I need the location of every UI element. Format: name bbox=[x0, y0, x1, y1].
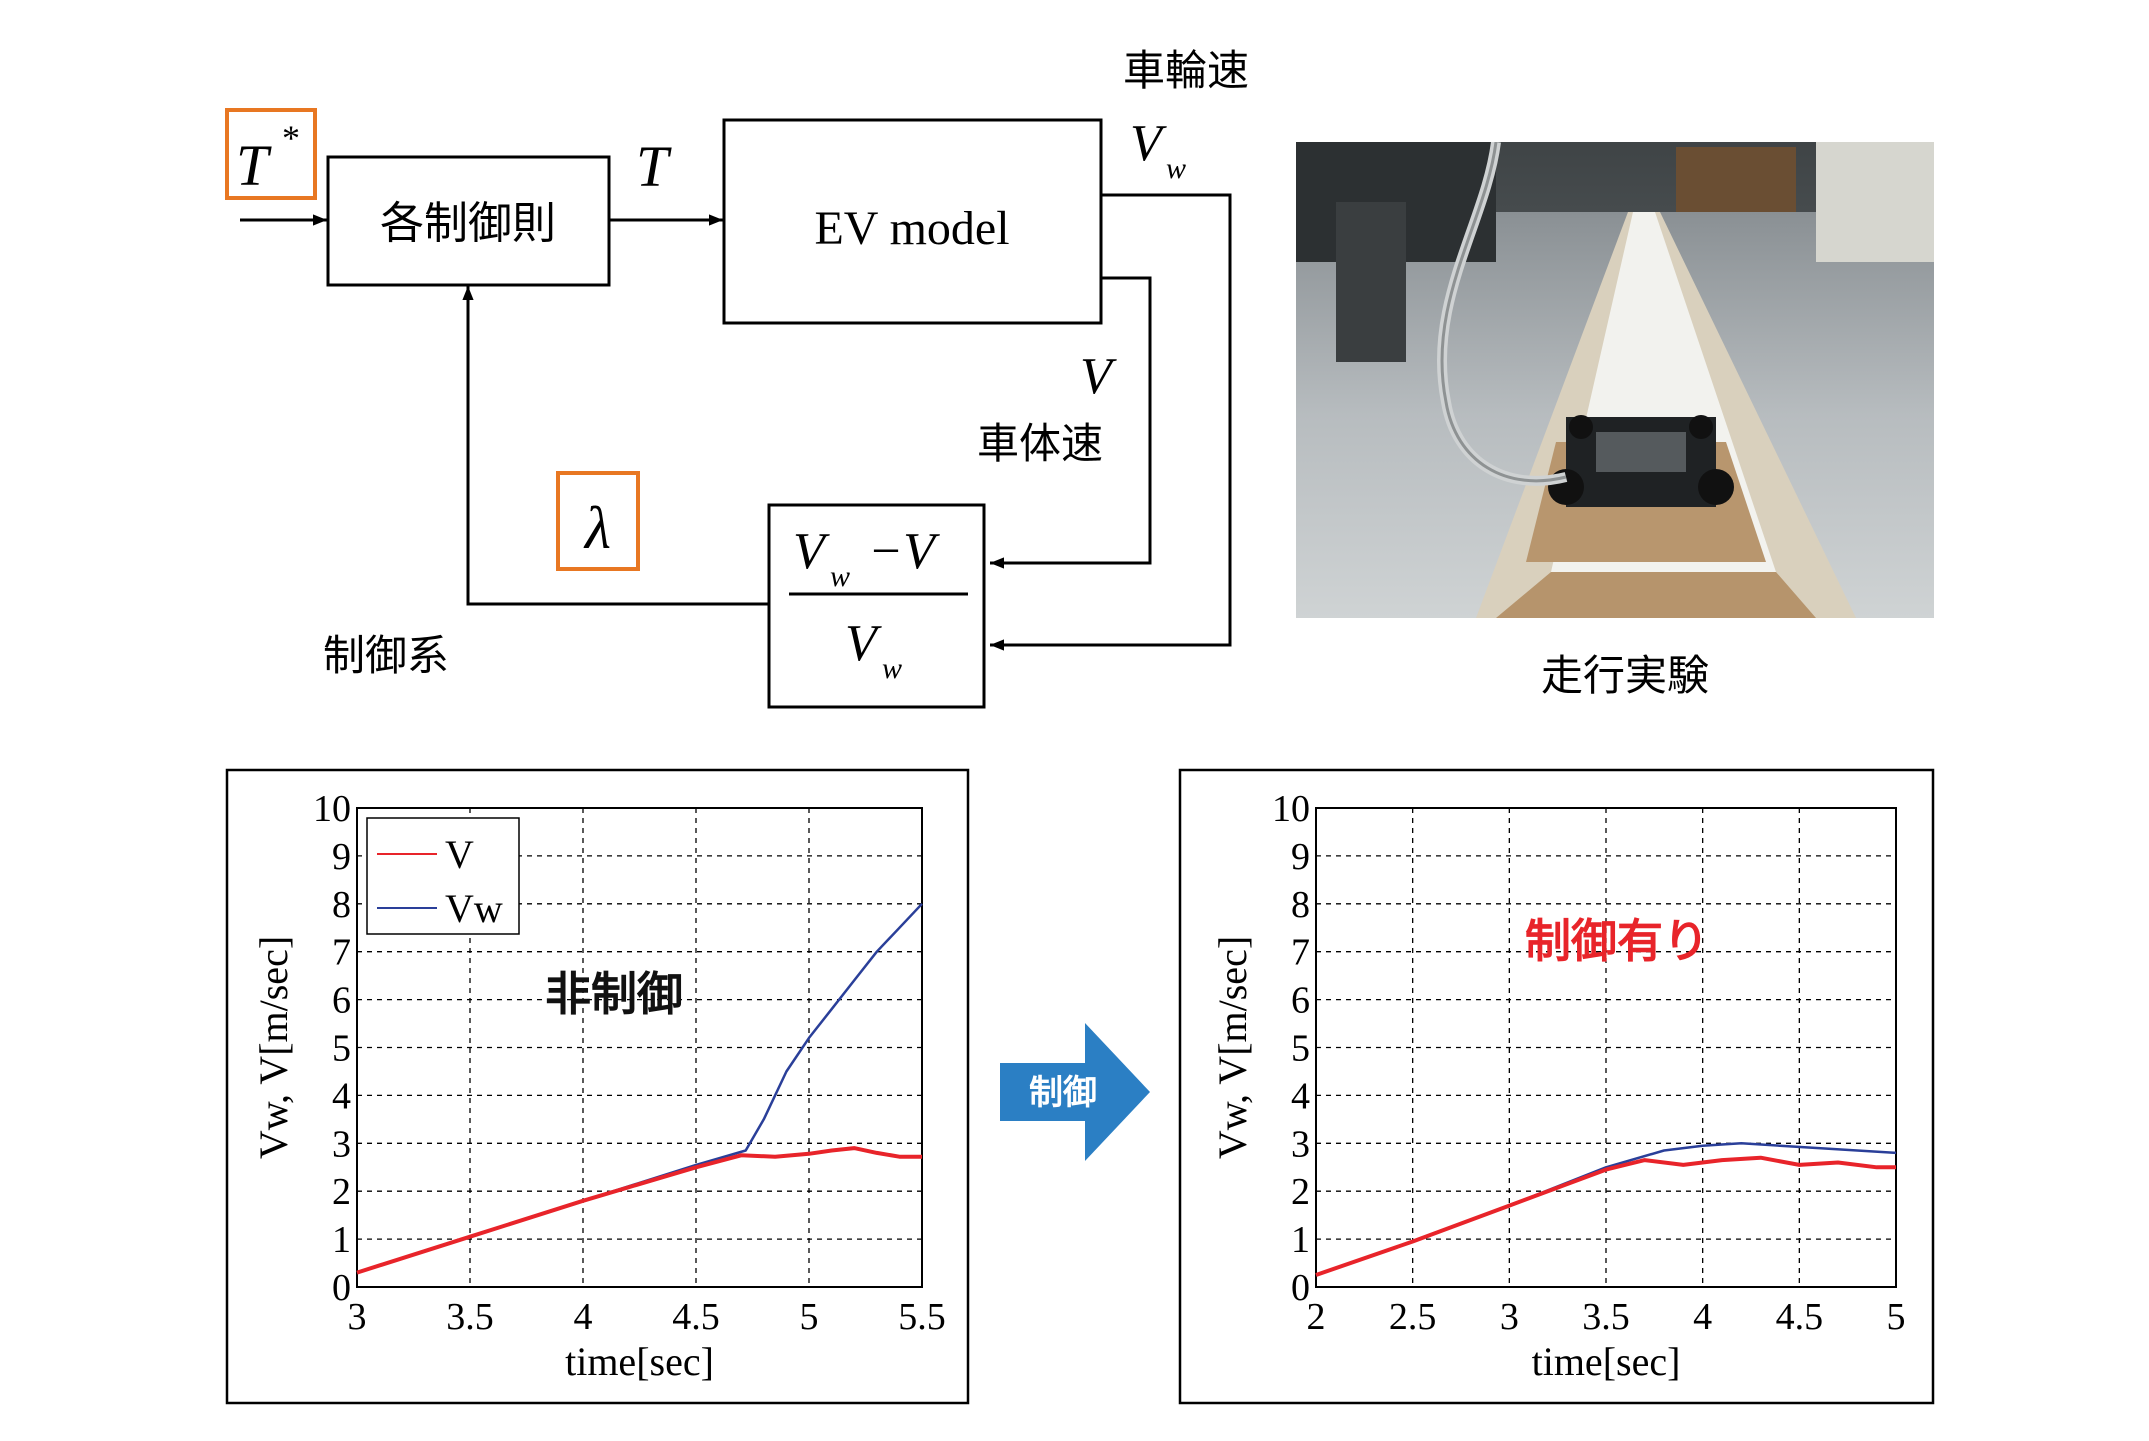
y-tick-label: 10 bbox=[313, 788, 351, 830]
y-tick-label: 9 bbox=[1291, 836, 1310, 878]
x-tick-label: 2 bbox=[1307, 1296, 1326, 1338]
slip-denominator-sub: w bbox=[882, 652, 902, 685]
y-tick-label: 7 bbox=[332, 932, 351, 974]
chart-right-frame bbox=[1178, 768, 1935, 1405]
control-arrow-label: 制御 bbox=[1029, 1073, 1097, 1113]
y-tick-label: 6 bbox=[332, 980, 351, 1022]
input-highlight-box bbox=[225, 108, 317, 200]
x-axis-label: time[sec] bbox=[1532, 1339, 1681, 1384]
legend-label-v: V bbox=[445, 832, 474, 877]
x-tick-label: 4 bbox=[574, 1296, 593, 1338]
input-torque-superscript: * bbox=[282, 118, 300, 158]
legend-label-vw: Vw bbox=[445, 886, 503, 931]
y-tick-label: 0 bbox=[1291, 1267, 1310, 1309]
slip-highlight-box bbox=[556, 471, 640, 571]
plant-label: EV model bbox=[814, 202, 1009, 255]
y-tick-label: 8 bbox=[332, 884, 351, 926]
y-tick-label: 2 bbox=[332, 1171, 351, 1213]
series-line-v bbox=[1315, 1155, 1896, 1277]
y-tick-label: 8 bbox=[1291, 884, 1310, 926]
controller-label: 各制御則 bbox=[380, 198, 556, 249]
slip-numerator-minus-v: −V bbox=[868, 523, 940, 580]
plot-area bbox=[1315, 807, 1897, 1288]
torque-symbol: T bbox=[636, 134, 672, 199]
y-tick-label: 10 bbox=[1272, 788, 1310, 830]
body-speed-caption: 車体速 bbox=[977, 419, 1103, 468]
y-tick-label: 4 bbox=[1291, 1075, 1310, 1117]
chart-left-annotation: 非制御 bbox=[545, 967, 683, 1021]
x-tick-label: 5.5 bbox=[898, 1296, 946, 1338]
chart-right-annotation: 制御有り bbox=[1525, 914, 1709, 968]
x-tick-label: 3.5 bbox=[1582, 1296, 1630, 1338]
wheel-speed-feedback-line bbox=[990, 193, 1232, 651]
wheel-speed-subscript: w bbox=[1166, 152, 1186, 185]
x-tick-label: 4.5 bbox=[1776, 1296, 1824, 1338]
legend-box bbox=[366, 817, 520, 935]
y-tick-label: 1 bbox=[1291, 1219, 1310, 1261]
y-tick-label: 5 bbox=[1291, 1028, 1310, 1070]
y-axis-label: Vw, V[m/sec] bbox=[251, 936, 296, 1159]
body-speed-feedback-line bbox=[990, 276, 1152, 569]
y-tick-label: 7 bbox=[1291, 932, 1310, 974]
body-speed-symbol: V bbox=[1080, 348, 1117, 405]
y-tick-label: 1 bbox=[332, 1219, 351, 1261]
x-tick-label: 2.5 bbox=[1389, 1296, 1437, 1338]
system-caption: 制御系 bbox=[323, 631, 449, 680]
slip-numerator-v: V bbox=[793, 523, 830, 580]
slip-feedback-line bbox=[462, 286, 769, 606]
slip-ratio-block bbox=[767, 503, 986, 709]
y-axis-label: Vw, V[m/sec] bbox=[1210, 936, 1255, 1159]
x-axis-label: time[sec] bbox=[565, 1339, 714, 1384]
x-tick-label: 3.5 bbox=[446, 1296, 494, 1338]
x-tick-label: 5 bbox=[1887, 1296, 1906, 1338]
wheel-speed-caption: 車輪速 bbox=[1123, 46, 1249, 95]
control-arrow bbox=[1000, 1023, 1150, 1161]
x-tick-label: 4 bbox=[1693, 1296, 1712, 1338]
y-tick-label: 5 bbox=[332, 1028, 351, 1070]
y-tick-label: 9 bbox=[332, 836, 351, 878]
chart-controlled: 2 2.5 3 3.5 4 4.5 5 0 1 2 3 4 5 6 7 8 9 10 time[sec] Vw, V[… bbox=[1210, 788, 1906, 1384]
series-line-v bbox=[356, 1146, 922, 1275]
photo-caption: 走行実験 bbox=[1541, 651, 1709, 700]
wheel-speed-symbol: V bbox=[1130, 115, 1167, 172]
x-tick-label: 3 bbox=[348, 1296, 367, 1338]
slip-numerator-sub: w bbox=[830, 560, 850, 593]
running-test-photo bbox=[1296, 142, 1934, 618]
y-tick-label: 4 bbox=[332, 1075, 351, 1117]
x-tick-label: 3 bbox=[1500, 1296, 1519, 1338]
controller-block bbox=[326, 155, 611, 287]
slip-denominator-v: V bbox=[845, 615, 882, 672]
y-tick-label: 3 bbox=[332, 1123, 351, 1165]
plant-block bbox=[722, 118, 1103, 325]
y-tick-label: 2 bbox=[1291, 1171, 1310, 1213]
chart-uncontrolled: 3 3.5 4 4.5 5 5.5 0 1 2 3 4 5 6 7 8 9 10 time[sec] Vw, V[m… bbox=[251, 788, 946, 1384]
x-tick-label: 5 bbox=[800, 1296, 819, 1338]
y-tick-label: 0 bbox=[332, 1267, 351, 1309]
slip-symbol: λ bbox=[583, 495, 611, 561]
chart-left-frame bbox=[225, 768, 970, 1405]
y-tick-label: 6 bbox=[1291, 980, 1310, 1022]
y-tick-label: 3 bbox=[1291, 1123, 1310, 1165]
x-tick-label: 4.5 bbox=[672, 1296, 720, 1338]
input-torque-symbol: T bbox=[236, 133, 272, 198]
plot-area bbox=[356, 807, 923, 1288]
